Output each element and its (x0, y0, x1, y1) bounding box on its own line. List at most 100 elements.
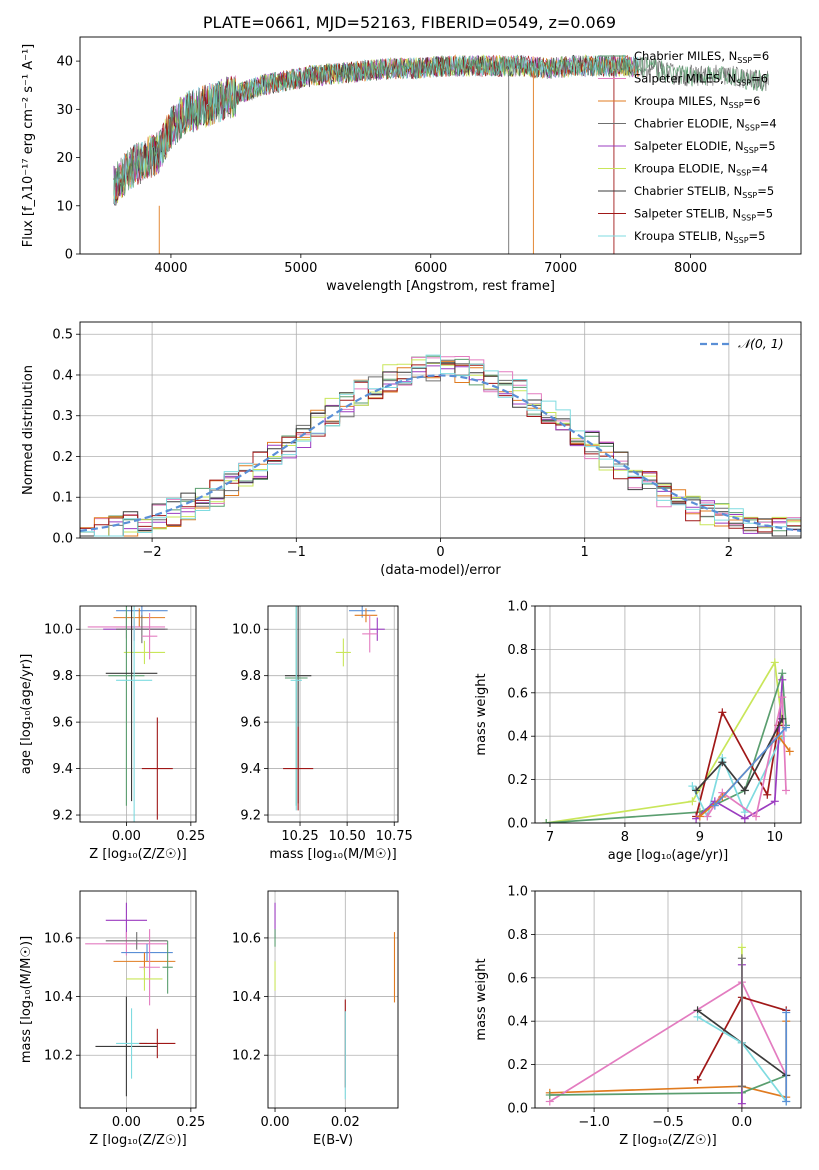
figure-title: PLATE=0661, MJD=52163, FIBERID=0549, z=0… (203, 13, 616, 32)
x-tick-label: 10.50 (329, 829, 366, 844)
x-tick-label: 0.00 (112, 829, 141, 844)
legend-sub: SSP (736, 169, 751, 178)
x-tick-label: 6000 (414, 261, 447, 276)
legend-suffix: =6 (751, 72, 768, 86)
mass_vs_z-points (85, 902, 176, 1097)
legend-name: Chabrier STELIB, N (634, 184, 742, 198)
y-axis-label: mass weight (474, 673, 489, 755)
legend-sub: SSP (742, 191, 757, 200)
legend-suffix: =4 (760, 117, 777, 131)
legend-suffix: =5 (759, 139, 776, 153)
spectrum-lines (113, 54, 769, 254)
x-tick-label: −2 (143, 545, 162, 560)
y-tick-label: 9.6 (240, 716, 261, 731)
legend-name: Salpeter ELODIE, N (634, 139, 744, 153)
spectrum-line-chabrier_stelib (113, 54, 639, 206)
y-tick-label: 10.4 (232, 990, 261, 1005)
legend-sub: SSP (737, 56, 752, 65)
y-tick-label: 9.2 (240, 809, 261, 824)
legend-suffix: =6 (744, 94, 761, 108)
y-tick-label: 9.8 (240, 669, 261, 684)
x-tick-label: −0.5 (652, 1115, 684, 1130)
x-tick-label: 4000 (154, 261, 187, 276)
weight-line-kroupa_elodie (546, 659, 784, 823)
legend-name: Kroupa STELIB, N (634, 229, 734, 243)
y-tick-label: 9.8 (52, 669, 73, 684)
x-tick-label: 7 (546, 830, 554, 845)
axes-frame (267, 890, 399, 1109)
legend-suffix: =6 (752, 49, 769, 63)
axes-frame (79, 36, 802, 255)
axes-frame (79, 321, 802, 539)
y-tick-label: 0.3 (52, 409, 73, 424)
legend-sub: SSP (729, 101, 744, 110)
legend-name: Kroupa ELODIE, N (634, 162, 736, 176)
x-axis-label: Z [log₁₀(Z/Z☉)] (89, 847, 186, 862)
legend-suffix: =5 (757, 184, 774, 198)
y-tick-label: 1.0 (507, 600, 528, 615)
y-tick-label: 9.4 (52, 762, 73, 777)
axes-frame (267, 605, 399, 823)
residual-hists (80, 354, 801, 537)
legend-entry: Kroupa STELIB, NSSP=5 (634, 229, 765, 245)
axes-frame (534, 890, 802, 1109)
y-tick-label: 10.0 (44, 623, 73, 638)
legend-name: Kroupa MILES, N (634, 94, 729, 108)
legend-suffix: =5 (749, 229, 766, 243)
x-tick-label: 7000 (544, 261, 577, 276)
y-tick-label: 0.5 (52, 328, 73, 343)
age_vs_z-points (87, 606, 173, 822)
hist-chabrier_stelib (80, 362, 801, 537)
x-axis-label: Z [log₁₀(Z/Z☉)] (89, 1133, 186, 1148)
x-axis-label: E(B-V) (313, 1133, 353, 1148)
y-tick-label: 40 (56, 55, 73, 70)
massweight_vs_age-lines (542, 658, 794, 823)
y-tick-label: 0.2 (507, 773, 528, 788)
weight-line-gauss (714, 726, 787, 807)
axes-frame (534, 605, 802, 824)
x-axis-label: age [log₁₀(age/yr)] (608, 848, 729, 863)
y-tick-label: 0.0 (52, 532, 73, 547)
weight-line-salpeter_stelib (695, 709, 780, 817)
y-tick-label: 9.2 (52, 809, 73, 824)
x-tick-label: 8000 (674, 261, 707, 276)
y-tick-label: 10.6 (44, 931, 73, 946)
y-tick-label: 9.4 (240, 762, 261, 777)
x-axis-label: Z [log₁₀(Z/Z☉)] (619, 1133, 716, 1148)
legend-entry: Kroupa ELODIE, NSSP=4 (634, 162, 768, 178)
legend-entry: Salpeter MILES, NSSP=6 (634, 72, 768, 88)
legend-sub: SSP (744, 146, 759, 155)
y-tick-label: 10.4 (44, 990, 73, 1005)
x-tick-label: 5000 (284, 261, 317, 276)
legend-suffix: =5 (756, 207, 773, 221)
y-axis-label: mass weight (474, 958, 489, 1040)
y-axis-label: mass [log₁₀(M/M☉)] (19, 936, 34, 1063)
y-tick-label: 20 (56, 151, 73, 166)
x-tick-label: 1 (581, 545, 589, 560)
mass_vs_ebv-points (274, 902, 396, 1100)
x-tick-label: 0.25 (176, 1115, 205, 1130)
axes-frame (79, 605, 197, 823)
y-tick-label: 1.0 (507, 885, 528, 900)
legend-name: Chabrier MILES, N (634, 49, 737, 63)
legend-name: Chabrier ELODIE, N (634, 117, 745, 131)
legend-name: Salpeter MILES, N (634, 72, 736, 86)
y-tick-label: 0.0 (507, 1102, 528, 1117)
y-axis-label: age [log₁₀(age/yr)] (19, 654, 34, 775)
y-tick-label: 0.8 (507, 928, 528, 943)
x-tick-label: 0.25 (176, 829, 205, 844)
legend-sub: SSP (745, 124, 760, 133)
legend-sub: SSP (736, 79, 751, 88)
y-tick-label: 10 (56, 199, 73, 214)
y-tick-label: 0.4 (507, 730, 528, 745)
x-tick-label: 10.75 (376, 829, 413, 844)
y-tick-label: 0.0 (507, 817, 528, 832)
x-tick-label: 8 (621, 830, 629, 845)
legend-suffix: =4 (751, 162, 768, 176)
hist-kroupa_stelib (80, 354, 801, 537)
y-tick-label: 9.6 (52, 716, 73, 731)
legend-entry: Kroupa MILES, NSSP=6 (634, 94, 760, 110)
age_vs_mass-points (283, 606, 385, 811)
legend-name: Salpeter STELIB, N (634, 207, 741, 221)
